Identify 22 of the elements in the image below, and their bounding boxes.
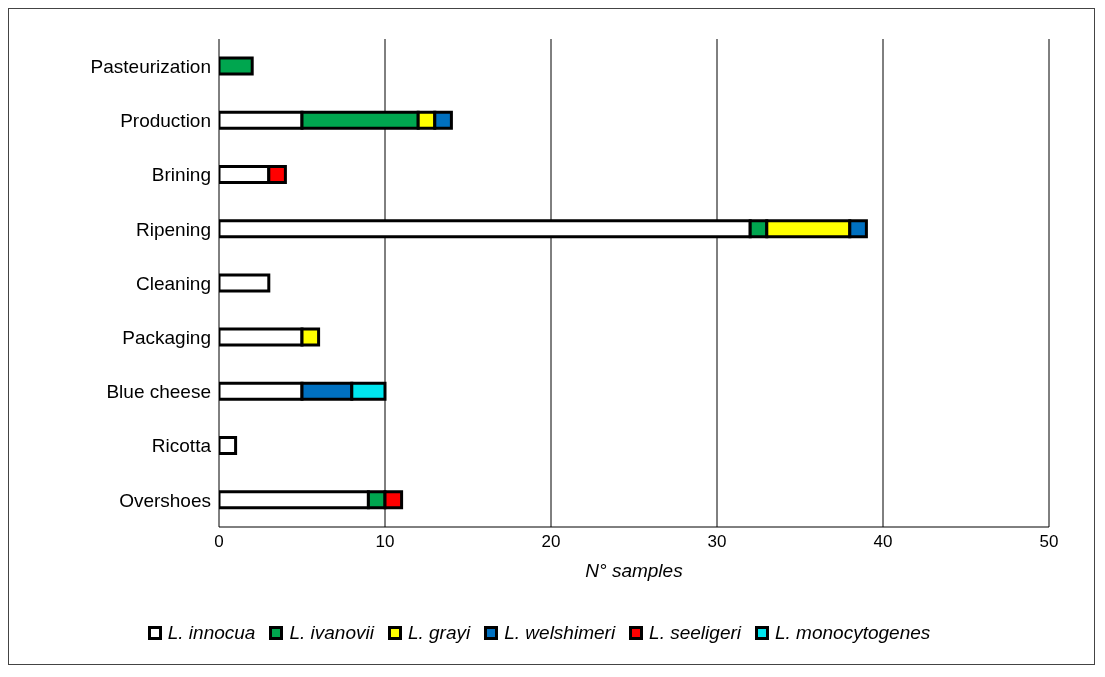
x-tick-label: 10 (375, 532, 395, 552)
legend-label: L. ivanovii (288, 622, 374, 644)
legend-label: L. welshimeri (503, 622, 616, 644)
legend-label: L. monocytogenes (774, 622, 931, 644)
x-tick-label: 20 (541, 532, 561, 552)
y-tick-label: Blue cheese (106, 381, 211, 403)
y-tick-label: Brining (151, 164, 211, 186)
y-tick-label: Cleaning (136, 272, 211, 294)
y-tick-label: Ricotta (151, 435, 212, 457)
y-tick-label: Ripening (136, 218, 211, 240)
legend-label: L. grayi (406, 622, 471, 644)
x-tick-label: 30 (707, 532, 727, 552)
legend-label: L. seeligeri (648, 622, 741, 644)
y-tick-label: Packaging (122, 326, 211, 348)
x-tick-label: 0 (214, 532, 224, 552)
x-axis-title: N° samples (585, 560, 684, 581)
y-tick-label: Production (120, 110, 211, 132)
y-tick-label: Pasteurization (90, 55, 211, 77)
x-tick-label: 50 (1039, 532, 1059, 552)
x-tick-label: 40 (873, 532, 893, 552)
y-tick-label: Overshoes (119, 489, 211, 511)
legend-label: L. innocua (166, 622, 256, 644)
